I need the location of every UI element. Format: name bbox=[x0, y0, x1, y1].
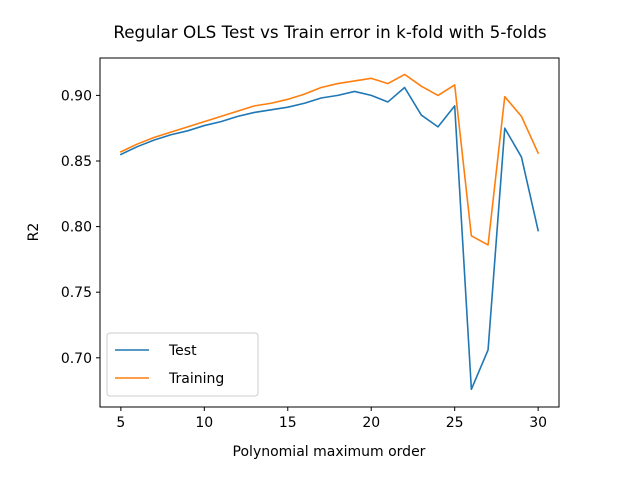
x-axis-label: Polynomial maximum order bbox=[233, 444, 426, 460]
legend-label-training: Training bbox=[168, 371, 224, 387]
y-tick-label: 0.80 bbox=[61, 220, 92, 236]
series-line-test bbox=[119, 86, 540, 391]
x-tick-label: 10 bbox=[195, 415, 213, 431]
x-tick-label: 5 bbox=[116, 415, 125, 431]
y-axis-ticks: 0.70 0.75 0.80 0.85 0.90 bbox=[61, 88, 100, 367]
legend-box bbox=[106, 332, 259, 397]
legend-label-test: Test bbox=[168, 343, 197, 359]
y-axis-label: R2 bbox=[26, 223, 42, 242]
y-tick-label: 0.85 bbox=[61, 154, 92, 170]
plot-area bbox=[99, 57, 560, 408]
chart-title: Regular OLS Test vs Train error in k-fol… bbox=[113, 22, 546, 42]
y-tick-label: 0.75 bbox=[61, 285, 92, 301]
series-lines bbox=[119, 73, 540, 391]
x-tick-label: 25 bbox=[446, 415, 464, 431]
x-tick-label: 30 bbox=[529, 415, 547, 431]
x-axis-ticks: 5 10 15 20 25 30 bbox=[116, 407, 547, 431]
legend: Test Training bbox=[106, 332, 259, 397]
axes-frame bbox=[99, 57, 560, 408]
y-tick-label: 0.70 bbox=[61, 351, 92, 367]
series-line-training bbox=[119, 73, 540, 246]
y-tick-label: 0.90 bbox=[61, 88, 92, 104]
x-tick-label: 15 bbox=[279, 415, 297, 431]
x-tick-label: 20 bbox=[362, 415, 380, 431]
